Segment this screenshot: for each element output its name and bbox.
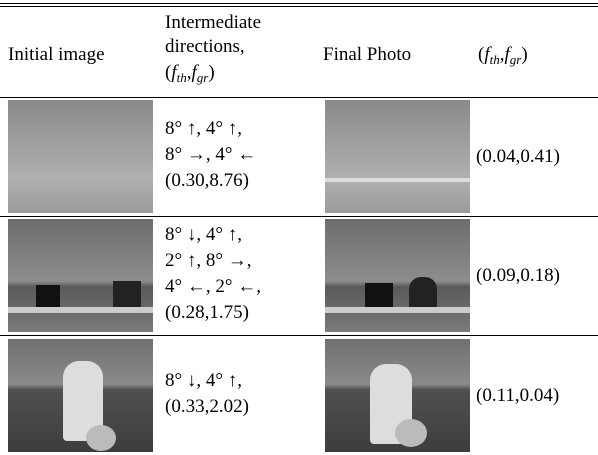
direction-line: (0.33,2.02) bbox=[165, 396, 249, 418]
direction-line: (0.30,8.76) bbox=[165, 170, 249, 192]
photo bbox=[325, 219, 470, 332]
header-cell: Intermediate bbox=[165, 12, 261, 34]
table-page: Initial image Intermediate directions, (… bbox=[0, 0, 598, 455]
direction-line: 8° ↓, 4° ↑, bbox=[165, 370, 242, 392]
photo bbox=[8, 219, 153, 332]
header-cell: Initial image bbox=[8, 44, 105, 66]
photo bbox=[8, 339, 153, 452]
rule bbox=[0, 216, 598, 217]
math: th bbox=[490, 52, 500, 67]
photo bbox=[8, 100, 153, 213]
photo bbox=[325, 100, 470, 213]
direction-line: 8° →, 4° ← bbox=[165, 144, 256, 166]
header-cell: Final Photo bbox=[323, 44, 411, 66]
rule bbox=[0, 3, 598, 4]
score: (0.11,0.04) bbox=[476, 385, 559, 407]
math: th bbox=[177, 70, 187, 85]
score: (0.04,0.41) bbox=[476, 146, 560, 168]
direction-line: 8° ↑, 4° ↑, bbox=[165, 118, 242, 140]
math: ) bbox=[521, 44, 527, 65]
score: (0.09,0.18) bbox=[476, 265, 560, 287]
header-math: (fth,fgr) bbox=[478, 44, 528, 71]
photo bbox=[325, 339, 470, 452]
rule bbox=[0, 6, 598, 7]
math: gr bbox=[510, 52, 522, 67]
header-cell: directions, bbox=[165, 36, 245, 58]
rule bbox=[0, 97, 598, 98]
math: ) bbox=[208, 62, 214, 83]
header-math: (fth,fgr) bbox=[165, 62, 215, 89]
direction-line: (0.28,1.75) bbox=[165, 302, 249, 324]
direction-line: 2° ↑, 8° →, bbox=[165, 250, 251, 272]
math: gr bbox=[197, 70, 209, 85]
direction-line: 8° ↓, 4° ↑, bbox=[165, 224, 242, 246]
rule bbox=[0, 335, 598, 336]
direction-line: 4° ←, 2° ←, bbox=[165, 276, 261, 298]
